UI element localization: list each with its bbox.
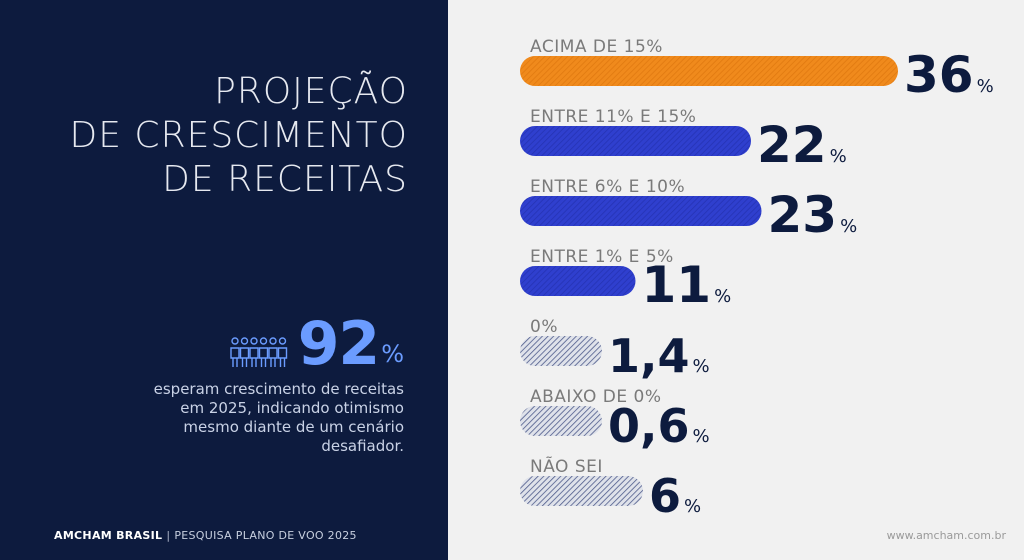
- value-label: 0,6: [608, 399, 690, 453]
- value-label: 6: [649, 469, 681, 520]
- value-label: 11: [642, 256, 712, 314]
- bar-row: ABAIXO DE 0%0,6%: [520, 387, 710, 453]
- bar-chart: ACIMA DE 15% 36 %ENTRE 11% E 15% 22 %ENTRE 6…: [520, 37, 994, 520]
- bar: [520, 336, 602, 366]
- category-label: ENTRE 1% E 5%: [530, 247, 674, 267]
- category-label: NÃO SEI: [530, 455, 603, 477]
- percent-unit: %: [693, 426, 710, 447]
- category-label: ENTRE 6% E 10%: [530, 177, 685, 197]
- title-line-3: DE RECEITAS: [162, 159, 408, 200]
- bar: [520, 406, 602, 436]
- value-label: 1,4: [608, 329, 690, 383]
- percent-unit: %: [714, 286, 731, 307]
- bar-row: ACIMA DE 15% 36%: [520, 37, 994, 104]
- stat-unit: %: [381, 340, 404, 368]
- bar: [520, 476, 643, 506]
- percent-unit: %: [840, 216, 857, 237]
- bar-row: ENTRE 6% E 10% 23%: [520, 177, 857, 244]
- percent-unit: %: [977, 76, 994, 97]
- category-label: 0%: [530, 317, 558, 337]
- bar: [520, 126, 751, 156]
- bar: [520, 56, 898, 86]
- highlight-stat: 92 %: [229, 309, 404, 379]
- value-label: 22: [757, 116, 827, 174]
- bar-row: 0% 1,4%: [520, 317, 710, 383]
- bar-row: NÃO SEI 6%: [520, 455, 701, 520]
- stat-value: 92: [297, 309, 380, 379]
- bar: [520, 266, 636, 296]
- website-url: www.amcham.com.br: [886, 529, 1006, 542]
- footer-separator: |: [166, 529, 171, 542]
- percent-unit: %: [684, 496, 701, 517]
- people-group-icon: [229, 337, 287, 367]
- category-label: ACIMA DE 15%: [530, 37, 663, 57]
- stat-description: esperam crescimento de receitas em 2025,…: [153, 380, 404, 455]
- percent-unit: %: [830, 146, 847, 167]
- left-panel: PROJEÇÃO DE CRESCIMENTO DE RECEITAS 92 %…: [0, 0, 448, 560]
- category-label: ABAIXO DE 0%: [530, 387, 661, 407]
- bar-row: ENTRE 1% E 5%11%: [520, 247, 731, 314]
- bar: [520, 196, 762, 226]
- brand-name: AMCHAM BRASIL: [54, 529, 163, 542]
- bars-layer: ACIMA DE 15% 36 %ENTRE 11% E 15% 22 %ENTRE 6…: [520, 37, 994, 520]
- percent-unit: %: [693, 356, 710, 377]
- footer-brand: AMCHAM BRASIL | PESQUISA PLANO DE VOO 2025: [54, 529, 357, 542]
- survey-name: PESQUISA PLANO DE VOO 2025: [174, 529, 357, 542]
- page-title: PROJEÇÃO DE CRESCIMENTO DE RECEITAS: [8, 70, 408, 202]
- category-label: ENTRE 11% E 15%: [530, 107, 696, 127]
- bar-row: ENTRE 11% E 15% 22%: [520, 107, 847, 174]
- value-label: 23: [768, 186, 838, 244]
- value-label: 36: [904, 46, 974, 104]
- title-line-1: PROJEÇÃO: [214, 71, 408, 112]
- title-line-2: DE CRESCIMENTO: [69, 115, 408, 156]
